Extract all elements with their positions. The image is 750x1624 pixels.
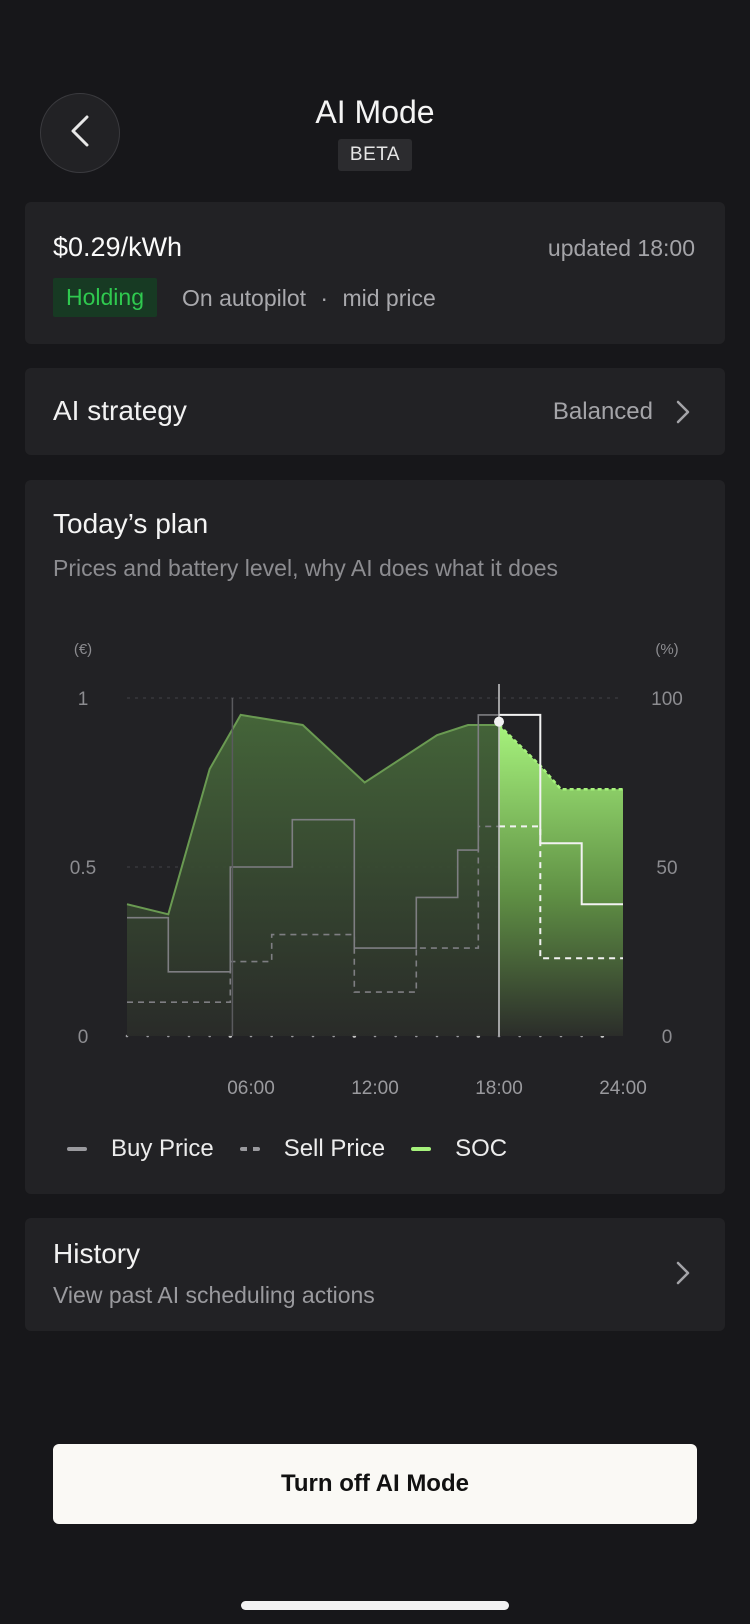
separator-dot: ·: [320, 285, 329, 311]
sell-price-swatch: [239, 1147, 260, 1151]
beta-badge: BETA: [338, 139, 412, 171]
current-price: $0.29/kWh: [53, 232, 183, 262]
plan-subtitle: Prices and battery level, why AI does wh…: [53, 555, 558, 581]
right-axis-unit: (%): [655, 641, 678, 658]
chevron-left-icon: [67, 113, 93, 154]
mode-text: On autopilot: [182, 285, 307, 311]
y-tick-left: 1: [78, 689, 89, 710]
history-title: History: [53, 1238, 141, 1269]
price-level: mid price: [342, 285, 436, 311]
chart-legend: Buy Price Sell Price SOC: [67, 1135, 533, 1163]
buy-price-swatch: [67, 1147, 87, 1151]
y-tick-right: 0: [662, 1027, 673, 1048]
soc-area-future: [499, 725, 623, 1036]
current-time-dot: [494, 716, 504, 727]
soc-line-future: [498, 724, 623, 791]
x-tick-label: 12:00: [351, 1078, 399, 1099]
left-axis-unit: (€): [74, 641, 92, 658]
price-status-card: $0.29/kWh updated 18:00 Holding On autop…: [25, 202, 725, 344]
legend-label: SOC: [455, 1135, 508, 1162]
y-tick-left: 0.5: [70, 858, 96, 879]
chevron-right-icon: [675, 399, 691, 430]
legend-soc: SOC: [411, 1135, 507, 1163]
plan-title: Today’s plan: [53, 508, 209, 539]
home-indicator: [241, 1601, 509, 1610]
soc-area-past: [127, 714, 499, 1036]
x-tick-label: 06:00: [227, 1078, 275, 1099]
history-row[interactable]: History View past AI scheduling actions: [25, 1218, 725, 1331]
x-tick-label: 18:00: [475, 1078, 523, 1099]
legend-label: Buy Price: [111, 1135, 214, 1162]
soc-swatch: [411, 1147, 432, 1151]
back-button[interactable]: [40, 93, 120, 173]
page-title: AI Mode: [315, 94, 435, 130]
y-tick-left: 0: [78, 1027, 89, 1048]
ai-strategy-row[interactable]: AI strategy Balanced: [25, 368, 725, 455]
y-tick-right: 50: [656, 858, 677, 879]
status-badge: Holding: [53, 278, 157, 317]
legend-sell-price: Sell Price: [239, 1135, 386, 1163]
buy-price-line-future: [499, 713, 623, 906]
price-soc-chart: (€) (%) 0 0 0.5 50 1 100 06:00 12:00 18:00 24:00: [70, 641, 683, 1099]
strategy-value: Balanced: [552, 398, 653, 425]
history-subtitle: View past AI scheduling actions: [53, 1282, 375, 1308]
sell-price-line-future: [499, 825, 623, 960]
updated-time: updated 18:00: [547, 235, 695, 261]
x-tick-label: 24:00: [599, 1078, 647, 1099]
mode-description: On autopilot · mid price: [182, 285, 436, 312]
chevron-right-icon: [675, 1260, 691, 1291]
strategy-label: AI strategy: [53, 395, 187, 426]
buy-price-line-past: [127, 714, 499, 973]
y-tick-right: 100: [651, 689, 683, 710]
header: AI Mode BETA: [0, 0, 750, 200]
soc-line-past: [126, 713, 499, 916]
todays-plan-card: Today’s plan Prices and battery level, w…: [25, 480, 725, 1194]
legend-label: Sell Price: [283, 1135, 386, 1162]
turn-off-ai-mode-button[interactable]: Turn off AI Mode: [53, 1444, 697, 1524]
legend-buy-price: Buy Price: [67, 1135, 214, 1163]
